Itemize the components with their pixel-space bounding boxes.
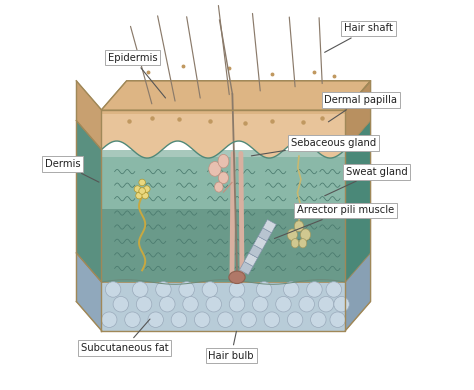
Circle shape: [319, 296, 334, 312]
Polygon shape: [101, 81, 371, 110]
Polygon shape: [101, 149, 346, 209]
Circle shape: [179, 282, 194, 297]
Polygon shape: [101, 282, 346, 331]
Ellipse shape: [144, 186, 150, 192]
Ellipse shape: [139, 179, 146, 186]
Text: Hair bulb: Hair bulb: [209, 332, 254, 361]
Ellipse shape: [218, 154, 229, 168]
Circle shape: [148, 312, 164, 328]
Polygon shape: [263, 220, 276, 233]
Circle shape: [101, 312, 117, 328]
Text: Arrector pili muscle: Arrector pili muscle: [274, 206, 394, 239]
Circle shape: [202, 282, 218, 297]
Polygon shape: [254, 236, 267, 250]
Polygon shape: [239, 261, 253, 275]
Polygon shape: [101, 149, 346, 156]
Circle shape: [299, 296, 314, 312]
Ellipse shape: [215, 182, 223, 192]
Polygon shape: [258, 228, 272, 241]
Ellipse shape: [287, 229, 297, 241]
Circle shape: [113, 296, 128, 312]
Circle shape: [132, 282, 148, 297]
Polygon shape: [101, 110, 346, 114]
Polygon shape: [249, 245, 262, 258]
Circle shape: [171, 312, 187, 328]
Circle shape: [264, 312, 280, 328]
Text: Dermal papilla: Dermal papilla: [324, 95, 397, 122]
Circle shape: [253, 296, 268, 312]
Circle shape: [206, 296, 221, 312]
Ellipse shape: [136, 192, 142, 199]
Ellipse shape: [219, 172, 228, 184]
Circle shape: [183, 296, 198, 312]
Ellipse shape: [291, 239, 299, 248]
Ellipse shape: [139, 188, 146, 194]
Ellipse shape: [209, 161, 221, 176]
Polygon shape: [76, 81, 101, 149]
Polygon shape: [101, 81, 371, 110]
Ellipse shape: [299, 239, 307, 248]
Ellipse shape: [134, 186, 141, 192]
Text: Hair shaft: Hair shaft: [325, 23, 393, 52]
Ellipse shape: [229, 271, 245, 284]
Circle shape: [125, 312, 140, 328]
Circle shape: [229, 296, 245, 312]
Polygon shape: [346, 121, 371, 282]
Polygon shape: [346, 253, 371, 331]
Polygon shape: [101, 209, 346, 282]
Circle shape: [229, 282, 245, 297]
Circle shape: [194, 312, 210, 328]
Circle shape: [330, 312, 346, 328]
Circle shape: [137, 296, 152, 312]
Text: Subcutaneous fat: Subcutaneous fat: [81, 319, 169, 353]
Circle shape: [276, 296, 291, 312]
Polygon shape: [76, 253, 101, 331]
Polygon shape: [346, 81, 371, 149]
Circle shape: [241, 312, 256, 328]
Text: Dermis: Dermis: [45, 159, 99, 182]
Circle shape: [283, 282, 299, 297]
Circle shape: [326, 282, 342, 297]
Polygon shape: [76, 121, 101, 282]
Text: Sweat gland: Sweat gland: [325, 167, 407, 196]
Circle shape: [334, 296, 349, 312]
Text: Sebaceous gland: Sebaceous gland: [251, 138, 376, 156]
Circle shape: [307, 282, 322, 297]
Ellipse shape: [142, 192, 148, 199]
Circle shape: [155, 282, 171, 297]
Polygon shape: [101, 110, 346, 158]
Circle shape: [310, 312, 326, 328]
Circle shape: [256, 282, 272, 297]
Text: Epidermis: Epidermis: [108, 53, 165, 98]
Polygon shape: [244, 253, 258, 266]
Ellipse shape: [301, 229, 310, 241]
Circle shape: [218, 312, 233, 328]
Circle shape: [160, 296, 175, 312]
Circle shape: [287, 312, 303, 328]
Circle shape: [105, 282, 121, 297]
Ellipse shape: [294, 221, 304, 232]
